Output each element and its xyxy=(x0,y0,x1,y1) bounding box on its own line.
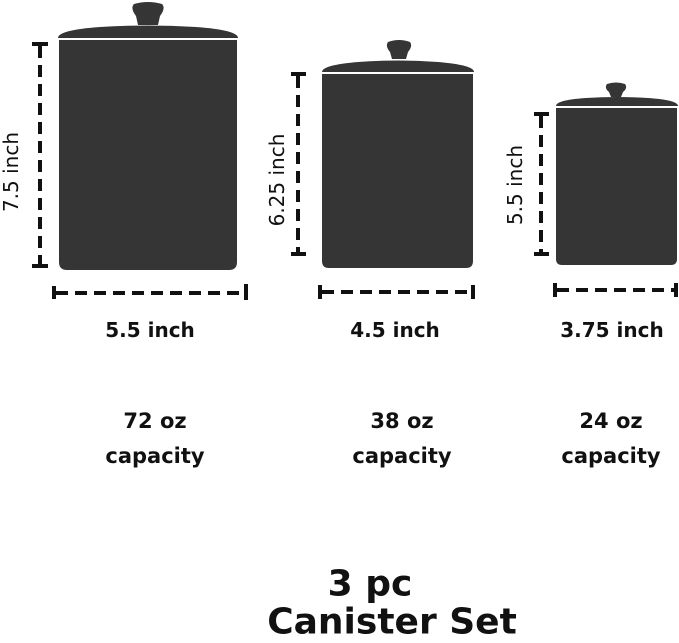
width-label-large: 5.5 inch xyxy=(105,318,195,342)
canister-small xyxy=(556,82,678,265)
canister-large xyxy=(58,2,238,270)
height-label-large: 7.5 inch xyxy=(0,131,23,213)
width-label-small: 3.75 inch xyxy=(560,318,664,342)
capacity-amount-large: 72 oz xyxy=(123,409,187,433)
dimension-lines xyxy=(32,42,678,300)
capacity-label-large: capacity xyxy=(105,444,205,468)
title-line2: Canister Set xyxy=(267,601,517,643)
capacity-amount-medium: 38 oz xyxy=(370,409,434,433)
height-label-medium: 6.25 inch xyxy=(265,133,289,227)
capacity-label-small: capacity xyxy=(561,444,661,468)
title-line1: 3 pc xyxy=(327,563,413,605)
capacity-amount-small: 24 oz xyxy=(579,409,643,433)
canister-medium xyxy=(322,40,474,268)
width-label-medium: 4.5 inch xyxy=(350,318,440,342)
height-label-small: 5.5 inch xyxy=(503,144,527,226)
capacity-label-medium: capacity xyxy=(352,444,452,468)
